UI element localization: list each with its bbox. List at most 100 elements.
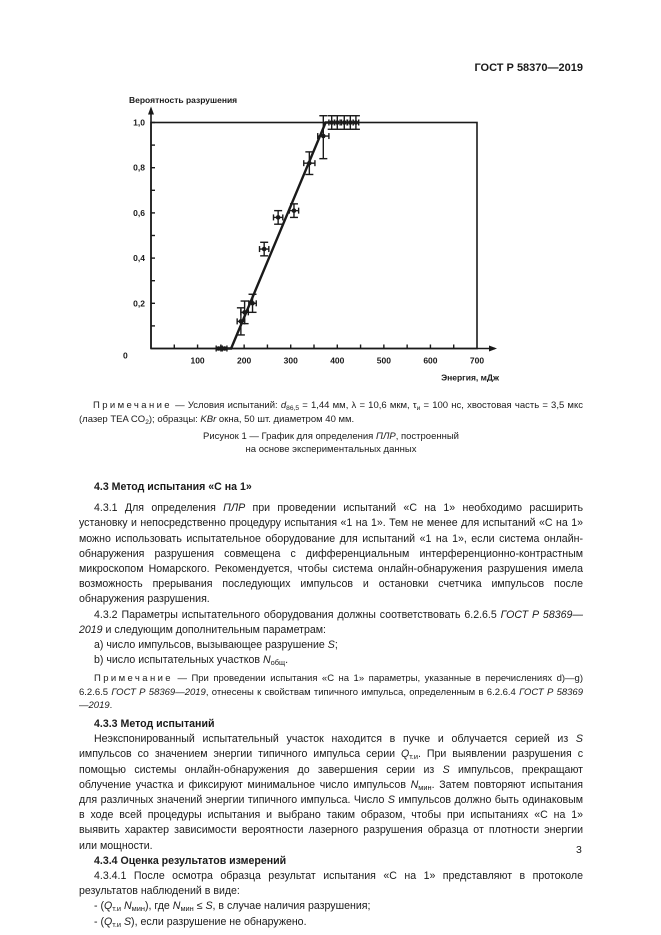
text-run: и следующим дополнительным параметрам: xyxy=(102,623,326,636)
y-tick-label: 0,4 xyxy=(133,253,145,263)
text-run: 2 xyxy=(145,419,149,426)
data-marker xyxy=(238,319,244,324)
page-number: 3 xyxy=(576,844,582,856)
document-body: 4.3 Метод испытания «С на 1» 4.3.1 Для оп… xyxy=(79,474,583,930)
y-tick-label: 0,6 xyxy=(133,208,145,218)
text-run: 86,5 xyxy=(286,405,300,412)
text-run: Q xyxy=(104,915,113,928)
caption-text: на основе экспериментальных данных xyxy=(245,444,417,455)
text-run: Неэкспонированный испытательный участок … xyxy=(94,733,576,746)
y-tick-label: 0,8 xyxy=(133,163,145,173)
data-point xyxy=(303,151,316,176)
data-marker xyxy=(307,160,312,166)
text-run: . При выявлении разрушения с помощью сис… xyxy=(79,748,583,776)
text-run: , отнесены к свойствам типичного импульс… xyxy=(205,686,520,698)
text-run: мин xyxy=(418,782,432,792)
data-point xyxy=(240,300,250,325)
text-run: т.и xyxy=(409,752,418,762)
text-run: . xyxy=(285,654,289,667)
figure-caption: Рисунок 1 — График для определения ПЛР, … xyxy=(79,430,583,456)
data-marker xyxy=(321,133,326,139)
text-run: S xyxy=(123,915,132,928)
data-point xyxy=(288,203,300,219)
text-run: ), где xyxy=(144,900,173,913)
text-run: S xyxy=(205,900,213,913)
x-axis-arrow xyxy=(489,345,497,352)
data-point xyxy=(215,345,222,352)
data-marker xyxy=(222,346,227,351)
text-run: 4.3 Метод испытания «С на 1» xyxy=(94,481,252,493)
paragraph: a) число импульсов, вызывающее разрушени… xyxy=(79,638,583,653)
x-tick-label: 200 xyxy=(237,356,251,366)
caption-text: Рисунок 1 — График для определения xyxy=(203,431,376,442)
text-run: мин xyxy=(131,904,145,914)
plot-frame xyxy=(150,121,478,350)
probability-chart: 100 200 300 400 500 600 700 0 0,2 0,4 0,6 0,8 1,0 Вер… xyxy=(123,95,500,383)
section-heading: 4.3.4 Оценка результатов измерений xyxy=(79,854,583,869)
text-run: KBr xyxy=(200,414,217,425)
text-run: N xyxy=(410,778,419,791)
paragraph: Неэкспонированный испытательный участок … xyxy=(79,732,583,854)
text-run: и xyxy=(416,405,421,412)
text-run: 4.3.3 Метод испытаний xyxy=(94,717,215,730)
data-point xyxy=(317,115,330,160)
text-run: окна, 50 шт. диаметром 40 мм. xyxy=(216,414,355,425)
x-tick-label: 400 xyxy=(330,356,344,366)
text-run: Примечание xyxy=(94,673,173,685)
x-axis-label: Энергия, мДж xyxy=(441,373,500,383)
caption-abbr: ПЛР xyxy=(375,431,396,442)
text-run: 4.3.1 Для определения xyxy=(94,502,224,515)
data-marker xyxy=(329,120,334,125)
paragraph: - (Qт.и Nмин), где Nмин ≤ S, в случае на… xyxy=(79,899,583,914)
text-run: S xyxy=(575,733,583,746)
x-tick-label: 100 xyxy=(190,356,204,366)
note-label: Примечание xyxy=(93,400,172,411)
data-point xyxy=(221,345,228,352)
x-tick-label: 600 xyxy=(423,356,437,366)
text-run: импульсов, прекращают облучение участка … xyxy=(79,763,584,791)
text-run: a) число импульсов, вызывающее разрушени… xyxy=(94,639,328,652)
paragraph: b) число испытательных участков Nобщ. xyxy=(79,653,583,668)
text-run: ≤ xyxy=(193,900,206,913)
data-marker xyxy=(216,346,221,351)
text-run: Q xyxy=(104,900,113,913)
text-run: ), если разрушение не обнаружено. xyxy=(131,915,307,928)
text-run: мин xyxy=(180,904,194,914)
y-tick-label: 1,0 xyxy=(133,118,145,128)
fit-line xyxy=(216,121,331,350)
data-marker xyxy=(291,208,297,213)
text-run: N xyxy=(172,900,181,913)
data-marker xyxy=(334,120,340,125)
paragraph: 4.3.2 Параметры испытательного оборудова… xyxy=(79,608,583,638)
text-run: N xyxy=(123,900,132,913)
text-run: ПЛР xyxy=(223,502,246,515)
text-run: - ( xyxy=(94,915,104,928)
text-run: общ xyxy=(270,658,286,668)
text-run: 4.3.4.1 После осмотра образца результат … xyxy=(79,869,583,898)
text-run: т.и xyxy=(112,919,122,929)
text-run: — При проведении испытания «С на 1» пара… xyxy=(79,673,583,698)
y-tick-label: 0,2 xyxy=(133,298,145,308)
data-point xyxy=(258,241,270,257)
text-run: ); образцы: xyxy=(148,414,201,425)
text-run: N xyxy=(262,654,271,667)
data-marker xyxy=(275,215,281,220)
data-marker xyxy=(353,120,359,125)
section-heading: 4.3.3 Метод испытаний xyxy=(79,717,583,732)
text-run: . Затем повторяют испытания для различны… xyxy=(79,778,584,806)
y-axis-label: Вероятность разрушения xyxy=(129,95,237,105)
data-point xyxy=(248,293,257,314)
data-point xyxy=(333,115,342,130)
text-run: . xyxy=(109,700,113,712)
x-tick-label: 300 xyxy=(284,356,298,366)
note-text: — Условия испытаний: d86,5 = 1,44 мм, λ … xyxy=(79,400,583,426)
x-tick-label: 700 xyxy=(470,356,484,366)
paragraph: 4.3.4.1 После осмотра образца результат … xyxy=(79,869,583,899)
text-run: импульсов должно быть одинаковым в ходе … xyxy=(79,793,583,852)
text-run: 4.3.4 Оценка результатов измерений xyxy=(94,854,287,867)
text-run: 4.3.2 Параметры испытательного оборудова… xyxy=(94,608,501,621)
text-run: ГОСТ Р 58369—2019 xyxy=(79,608,583,636)
y-tick-label: 0 xyxy=(123,351,128,361)
paragraph: - (Qт.и S), если разрушение не обнаружен… xyxy=(79,915,583,930)
text-run: ГОСТ Р 58369—2019 xyxy=(79,686,583,712)
